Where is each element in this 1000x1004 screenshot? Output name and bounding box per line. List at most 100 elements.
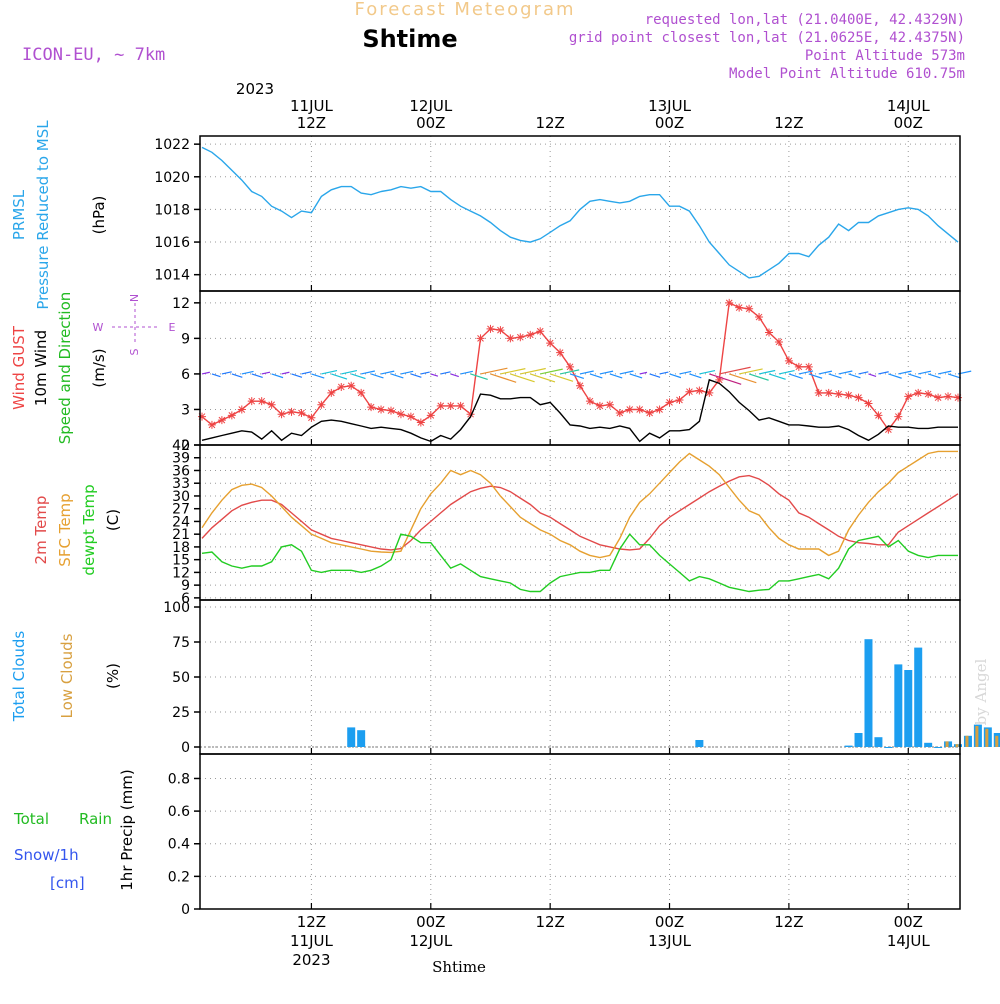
y-tick-label: 0.6	[168, 804, 190, 820]
wind-arrow	[868, 373, 877, 377]
wind-arrow	[420, 371, 430, 375]
wind-arrow	[629, 373, 643, 379]
gust-marker	[357, 388, 366, 397]
wind-arrow	[400, 370, 414, 375]
y-tick-label: 12	[172, 296, 190, 312]
gust-marker	[824, 388, 833, 397]
compass-north: N	[128, 294, 141, 302]
gust-marker	[715, 375, 724, 384]
gust-marker	[844, 391, 853, 400]
wind-arrow	[370, 373, 384, 379]
cloud-bar-low-clouds	[975, 726, 979, 747]
gust-marker	[317, 400, 326, 409]
wind-arrow	[898, 370, 912, 375]
y-tick-label: 1020	[154, 170, 190, 186]
gust-marker	[347, 381, 356, 390]
compass-rose: W E N S	[93, 294, 176, 356]
wind-arrow	[520, 367, 546, 375]
precip-panel-labels: Total Rain Snow/1h [cm] 1hr Precip (mm)	[13, 769, 136, 892]
gust-marker	[695, 386, 704, 395]
y-tick-label: 21	[172, 527, 190, 543]
wind-arrow	[231, 373, 243, 378]
gust-marker	[327, 388, 336, 397]
wind-arrow	[510, 373, 535, 383]
gust-marker	[446, 401, 455, 410]
cloud-bar-low-clouds	[995, 735, 999, 747]
wind-arrow	[758, 369, 776, 375]
wind-panel-labels: Wind GUST 10m Wind Speed and Direction (…	[10, 292, 176, 445]
bottom-date-label: 12JUL	[409, 932, 452, 950]
gust-marker	[804, 362, 813, 371]
wind-10m-label: 10m Wind	[32, 330, 50, 406]
bottom-date-label: 11JUL	[290, 932, 333, 950]
wind-arrow	[669, 373, 682, 379]
y-tick-label: 9	[181, 331, 190, 347]
wind-arrow	[281, 371, 290, 375]
gust-marker	[685, 387, 694, 396]
gust-marker	[307, 413, 316, 422]
wind-arrow	[579, 370, 594, 375]
gust-marker	[367, 403, 376, 412]
wind-arrow	[500, 368, 526, 375]
wind-arrow	[878, 371, 889, 375]
wind-arrow	[689, 373, 702, 379]
wind-arrow	[848, 373, 861, 379]
gust-marker	[645, 409, 654, 418]
top-date-label: 13JUL	[648, 97, 691, 115]
gust-marker	[774, 337, 783, 346]
gust-marker	[635, 405, 644, 414]
gust-marker	[765, 328, 773, 337]
cloud-bar-low-clouds	[965, 735, 969, 747]
top-year-label: 2023	[236, 80, 274, 98]
top-date-label: 14JUL	[887, 97, 930, 115]
wind-arrow	[569, 373, 585, 379]
y-tick-label: 24	[172, 514, 190, 530]
wind-arrow	[549, 373, 574, 382]
bottom-hour-label: 00Z	[655, 913, 684, 931]
y-tick-label: 75	[172, 635, 190, 651]
gust-marker	[466, 410, 475, 419]
panel-frame	[199, 290, 961, 446]
y-tick-label: 1018	[154, 202, 190, 218]
gust-marker	[675, 395, 684, 404]
wind-arrow	[828, 373, 842, 379]
cloud-bar-total-clouds	[347, 727, 356, 747]
y-tick-label: 9	[181, 578, 190, 594]
rain-label: Rain	[79, 810, 112, 828]
wind-arrow	[380, 370, 395, 375]
wind-arrow	[271, 373, 284, 379]
y-tick-label: 36	[172, 463, 190, 479]
wind-arrow	[291, 373, 303, 378]
gust-marker	[556, 348, 565, 357]
wind-arrow	[908, 373, 922, 379]
wind-unit-label: (m/s)	[90, 348, 108, 387]
bottom-date-label: 13JUL	[648, 932, 691, 950]
gust-marker	[267, 400, 276, 409]
credit-label: by Angel	[972, 658, 990, 725]
series-line-10m-wind	[201, 378, 958, 443]
point-altitude: Point Altitude 573m	[805, 48, 965, 64]
gust-marker	[954, 393, 962, 402]
prmsl-desc-label: Pressure Reduced to MSL	[34, 120, 52, 310]
top-date-label: 12JUL	[409, 97, 452, 115]
gust-marker	[426, 411, 435, 420]
gust-marker	[237, 405, 246, 414]
wind-arrow	[599, 370, 614, 375]
wind-arrow	[460, 370, 473, 375]
y-tick-label: 0	[181, 438, 190, 454]
wind-arrow	[450, 373, 459, 378]
wind-arrow	[241, 370, 254, 375]
gust-marker	[377, 405, 386, 414]
gust-marker	[944, 392, 953, 401]
y-tick-label: 6	[181, 591, 190, 607]
wind-arrow	[838, 370, 853, 375]
wind-arrow	[739, 368, 763, 375]
wind-arrow	[719, 366, 751, 375]
top-hour-label: 00Z	[655, 114, 684, 132]
wind-arrow	[559, 369, 580, 375]
compass-west: W	[93, 321, 104, 334]
product-title: Forecast Meteogram	[354, 0, 575, 20]
